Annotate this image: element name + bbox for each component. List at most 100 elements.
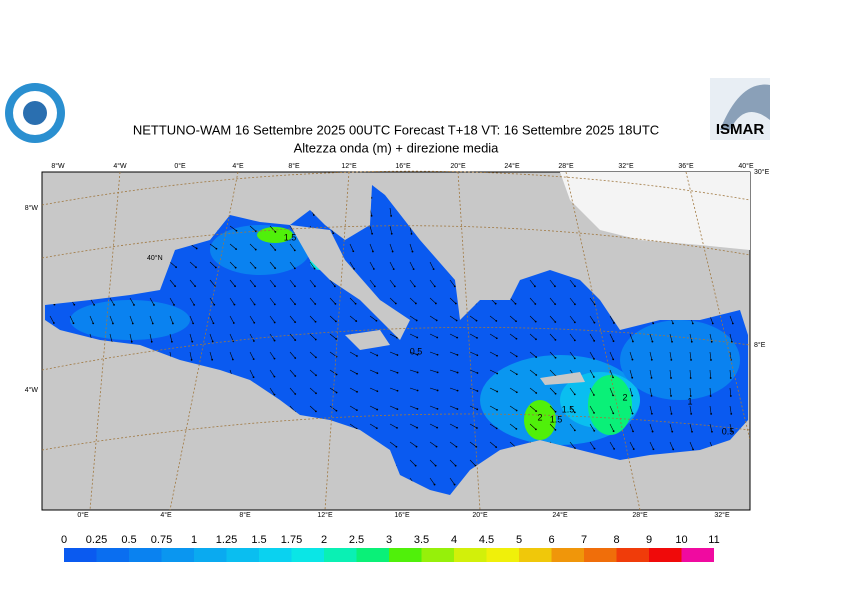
arrow-head bbox=[73, 303, 76, 306]
direction-arrow bbox=[49, 315, 55, 324]
arrow-head bbox=[355, 320, 358, 322]
direction-arrow bbox=[229, 315, 235, 324]
direction-arrow bbox=[249, 333, 255, 342]
direction-arrow bbox=[449, 477, 455, 485]
direction-arrow bbox=[629, 423, 634, 432]
direction-arrow bbox=[349, 405, 358, 411]
direction-arrow bbox=[609, 333, 614, 342]
arrow-head bbox=[554, 356, 557, 359]
direction-arrow bbox=[429, 261, 434, 270]
direction-arrow bbox=[369, 261, 375, 270]
arrow-head bbox=[495, 320, 498, 322]
direction-arrow bbox=[689, 387, 692, 396]
arrow-head bbox=[215, 247, 218, 250]
direction-arrow bbox=[609, 315, 615, 324]
direction-arrow bbox=[729, 369, 732, 378]
direction-arrow bbox=[469, 441, 477, 448]
crete bbox=[540, 372, 585, 385]
arrow-head bbox=[690, 359, 692, 361]
arrow-head bbox=[252, 376, 255, 379]
direction-arrow bbox=[709, 369, 711, 378]
arrow-head bbox=[573, 393, 576, 396]
arrow-head bbox=[92, 322, 95, 325]
lon-label: 28°E bbox=[632, 511, 648, 519]
arrow-head bbox=[515, 355, 518, 358]
lon-label: 40°E bbox=[738, 162, 754, 170]
arrow-head bbox=[690, 340, 693, 343]
direction-arrow bbox=[469, 315, 477, 321]
arrow-head bbox=[711, 430, 713, 433]
direction-arrow bbox=[469, 423, 478, 429]
direction-arrow bbox=[169, 279, 176, 287]
colorbar-swatch bbox=[389, 548, 422, 562]
direction-arrow bbox=[209, 297, 215, 305]
arrow-head bbox=[554, 321, 557, 323]
direction-arrow bbox=[149, 315, 154, 324]
arrow-head bbox=[273, 357, 276, 360]
map bbox=[41, 170, 751, 511]
arrow-head bbox=[453, 285, 456, 288]
direction-arrow bbox=[449, 369, 458, 373]
direction-arrow bbox=[309, 387, 317, 394]
arrow-head bbox=[113, 304, 115, 306]
arrow-head bbox=[415, 319, 418, 322]
colorbar-swatch bbox=[356, 548, 389, 562]
arrow-head bbox=[710, 340, 713, 343]
arrow-head bbox=[314, 410, 317, 413]
arrow-head bbox=[273, 339, 276, 342]
direction-arrow bbox=[669, 441, 674, 450]
direction-arrow bbox=[429, 369, 438, 373]
arrow-head bbox=[671, 340, 673, 343]
arrow-head bbox=[650, 358, 653, 361]
arrow-head bbox=[476, 336, 478, 339]
arrow-head bbox=[496, 354, 498, 357]
colorbar-label: 2 bbox=[321, 534, 327, 546]
arrow-head bbox=[335, 409, 338, 412]
direction-arrow bbox=[269, 279, 276, 287]
arrow-head bbox=[434, 464, 437, 467]
arrow-head bbox=[235, 229, 238, 232]
arrow-head bbox=[112, 322, 114, 325]
direction-arrow bbox=[369, 225, 373, 234]
arrow-head bbox=[573, 411, 576, 414]
arrow-head bbox=[672, 322, 674, 325]
arrow-head bbox=[515, 320, 517, 323]
arrow-head bbox=[593, 447, 596, 450]
arrow-head bbox=[396, 354, 399, 356]
direction-arrow bbox=[209, 333, 213, 342]
arrow-head bbox=[515, 337, 518, 340]
contour-label: 1.5 bbox=[562, 404, 575, 414]
direction-arrow bbox=[549, 279, 556, 287]
arrow-head bbox=[730, 413, 733, 415]
lon-label: 20°E bbox=[472, 511, 488, 519]
arrow-head bbox=[335, 391, 338, 394]
arrow-head bbox=[689, 377, 692, 379]
arrow-head bbox=[131, 322, 134, 325]
arrow-head bbox=[574, 285, 576, 288]
lon-label: 12°E bbox=[341, 162, 357, 170]
colorbar-label: 0.25 bbox=[86, 534, 107, 546]
arrow-head bbox=[254, 248, 257, 251]
direction-arrow bbox=[389, 279, 396, 287]
direction-arrow bbox=[549, 405, 556, 412]
direction-arrow bbox=[509, 423, 517, 430]
direction-arrow bbox=[649, 387, 652, 396]
direction-arrow bbox=[349, 423, 357, 429]
direction-arrow bbox=[669, 387, 672, 396]
direction-arrow bbox=[389, 405, 398, 410]
arrow-head bbox=[494, 302, 497, 305]
arrow-head bbox=[253, 303, 256, 306]
arrow-head bbox=[453, 483, 456, 486]
direction-arrow bbox=[409, 351, 418, 356]
direction-arrow bbox=[469, 333, 478, 339]
direction-arrow bbox=[669, 369, 672, 378]
arrow-head bbox=[414, 464, 417, 467]
direction-arrow bbox=[549, 333, 556, 341]
direction-arrow bbox=[589, 333, 595, 341]
direction-arrow bbox=[389, 387, 398, 392]
direction-arrow bbox=[349, 351, 358, 357]
direction-arrow bbox=[729, 405, 732, 414]
arrow-head bbox=[356, 355, 358, 357]
arrow-head bbox=[151, 322, 154, 325]
arrow-head bbox=[355, 409, 358, 412]
